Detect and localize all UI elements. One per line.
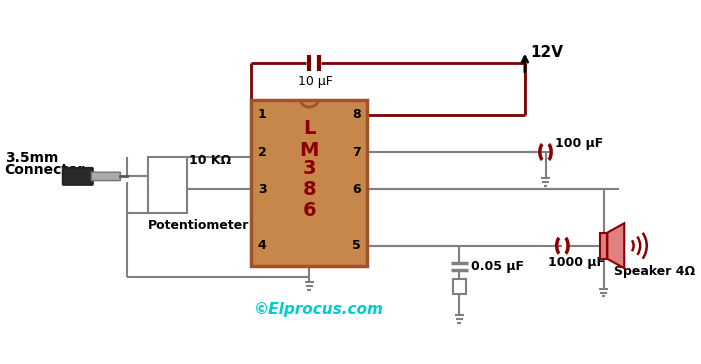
Text: 3: 3 xyxy=(303,159,316,178)
Text: 8: 8 xyxy=(303,180,316,199)
Text: 2: 2 xyxy=(258,146,266,158)
Bar xyxy=(251,100,367,266)
Text: 100 μF: 100 μF xyxy=(555,137,603,150)
Text: 0.05 μF: 0.05 μF xyxy=(472,260,524,273)
Text: M: M xyxy=(299,141,319,160)
Text: 6: 6 xyxy=(303,201,316,219)
Bar xyxy=(453,280,466,294)
Text: 1: 1 xyxy=(258,108,266,121)
Text: L: L xyxy=(303,119,315,138)
FancyBboxPatch shape xyxy=(63,168,93,185)
Bar xyxy=(600,233,607,259)
Text: 7: 7 xyxy=(352,146,361,158)
Text: 10 KΩ: 10 KΩ xyxy=(189,154,231,167)
Text: 5: 5 xyxy=(352,239,361,252)
Text: Speaker 4Ω: Speaker 4Ω xyxy=(614,265,695,278)
Text: Connector: Connector xyxy=(5,163,86,177)
Text: Potentiometer: Potentiometer xyxy=(148,219,250,232)
Text: 4: 4 xyxy=(258,239,266,252)
Text: 12V: 12V xyxy=(531,45,564,60)
Bar xyxy=(148,157,187,213)
Text: 1000 μF: 1000 μF xyxy=(548,256,606,269)
Text: 3.5mm: 3.5mm xyxy=(5,151,58,165)
Text: 3: 3 xyxy=(258,183,266,196)
Text: 8: 8 xyxy=(352,108,361,121)
Polygon shape xyxy=(607,223,625,268)
FancyBboxPatch shape xyxy=(91,172,121,181)
Text: ©Elprocus.com: ©Elprocus.com xyxy=(254,302,383,317)
Text: 10 μF: 10 μF xyxy=(299,75,333,88)
Text: 6: 6 xyxy=(352,183,361,196)
